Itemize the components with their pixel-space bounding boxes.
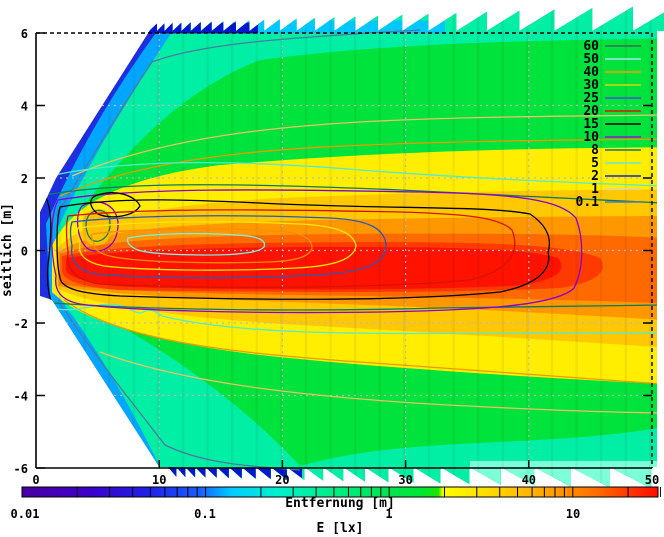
y-tick-label: -2	[14, 317, 28, 331]
x-axis-title: Entfernung [m]	[285, 496, 395, 511]
colorbar-tick-label: 0.1	[194, 507, 216, 521]
y-axis-ticks	[36, 32, 652, 469]
contour-50	[126, 232, 266, 256]
x-tick-label: 40	[522, 473, 536, 487]
x-tick-label: 20	[275, 473, 289, 487]
beam-fan	[40, 5, 664, 489]
key-label-5: 5	[591, 156, 599, 171]
y-tick-label: -4	[14, 390, 28, 404]
colorbar-title: E [lx]	[317, 521, 364, 536]
contour-1	[71, 114, 663, 414]
key-label-40: 40	[583, 65, 599, 80]
contour-key: 60 50 40 30 25 20 15 10 8 5 2 1 0.1	[576, 39, 641, 210]
y-tick-label: 0	[21, 245, 28, 259]
key-label-1: 1	[591, 182, 599, 197]
colorbar-ticks	[21, 487, 661, 497]
y-tick-label: -6	[14, 462, 28, 476]
contour-40	[90, 228, 313, 264]
colorbar: 0.01 0.1 1 10 E [lx]	[11, 486, 661, 536]
y-axis-tick-labels: 6 4 2 0 -2 -4 -6	[14, 27, 28, 476]
y-tick-label: 4	[21, 100, 28, 114]
key-label-50: 50	[583, 52, 599, 67]
colorbar-tick-label: 0.01	[11, 507, 40, 521]
x-tick-label: 0	[32, 473, 39, 487]
band-red-core	[66, 247, 562, 290]
key-label-0.1: 0.1	[576, 195, 600, 210]
key-label-10: 10	[583, 130, 599, 145]
x-axis-ticks	[158, 460, 530, 468]
contour-5	[41, 161, 663, 335]
contour-20	[65, 209, 516, 288]
key-label-30: 30	[583, 78, 599, 93]
y-tick-label: 2	[21, 172, 28, 186]
contour-25	[69, 215, 387, 279]
contour-2	[59, 138, 663, 385]
x-axis-tick-labels: 0 10 20 30 40 50	[32, 473, 659, 487]
key-label-2: 2	[591, 169, 599, 184]
grid-lines	[40, 33, 652, 468]
key-label-60: 60	[583, 39, 599, 54]
colorbar-tick-label: 1	[385, 507, 392, 521]
key-label-15: 15	[583, 117, 599, 132]
plot-frame	[35, 32, 653, 469]
contour-0.1	[55, 29, 421, 471]
key-label-20: 20	[583, 104, 599, 119]
contour-30	[76, 221, 357, 271]
colorbar-gradient	[21, 486, 659, 498]
y-tick-label: 6	[21, 27, 28, 41]
x-tick-label: 10	[152, 473, 166, 487]
key-label-25: 25	[583, 91, 599, 106]
contour-15	[45, 192, 551, 311]
colorbar-tick-label: 10	[566, 507, 580, 521]
x-tick-label: 30	[398, 473, 412, 487]
x-tick-label: 50	[645, 473, 659, 487]
contour-lines	[40, 29, 663, 471]
key-label-8: 8	[591, 143, 599, 158]
y-axis-title: seitlich [m]	[0, 203, 15, 297]
